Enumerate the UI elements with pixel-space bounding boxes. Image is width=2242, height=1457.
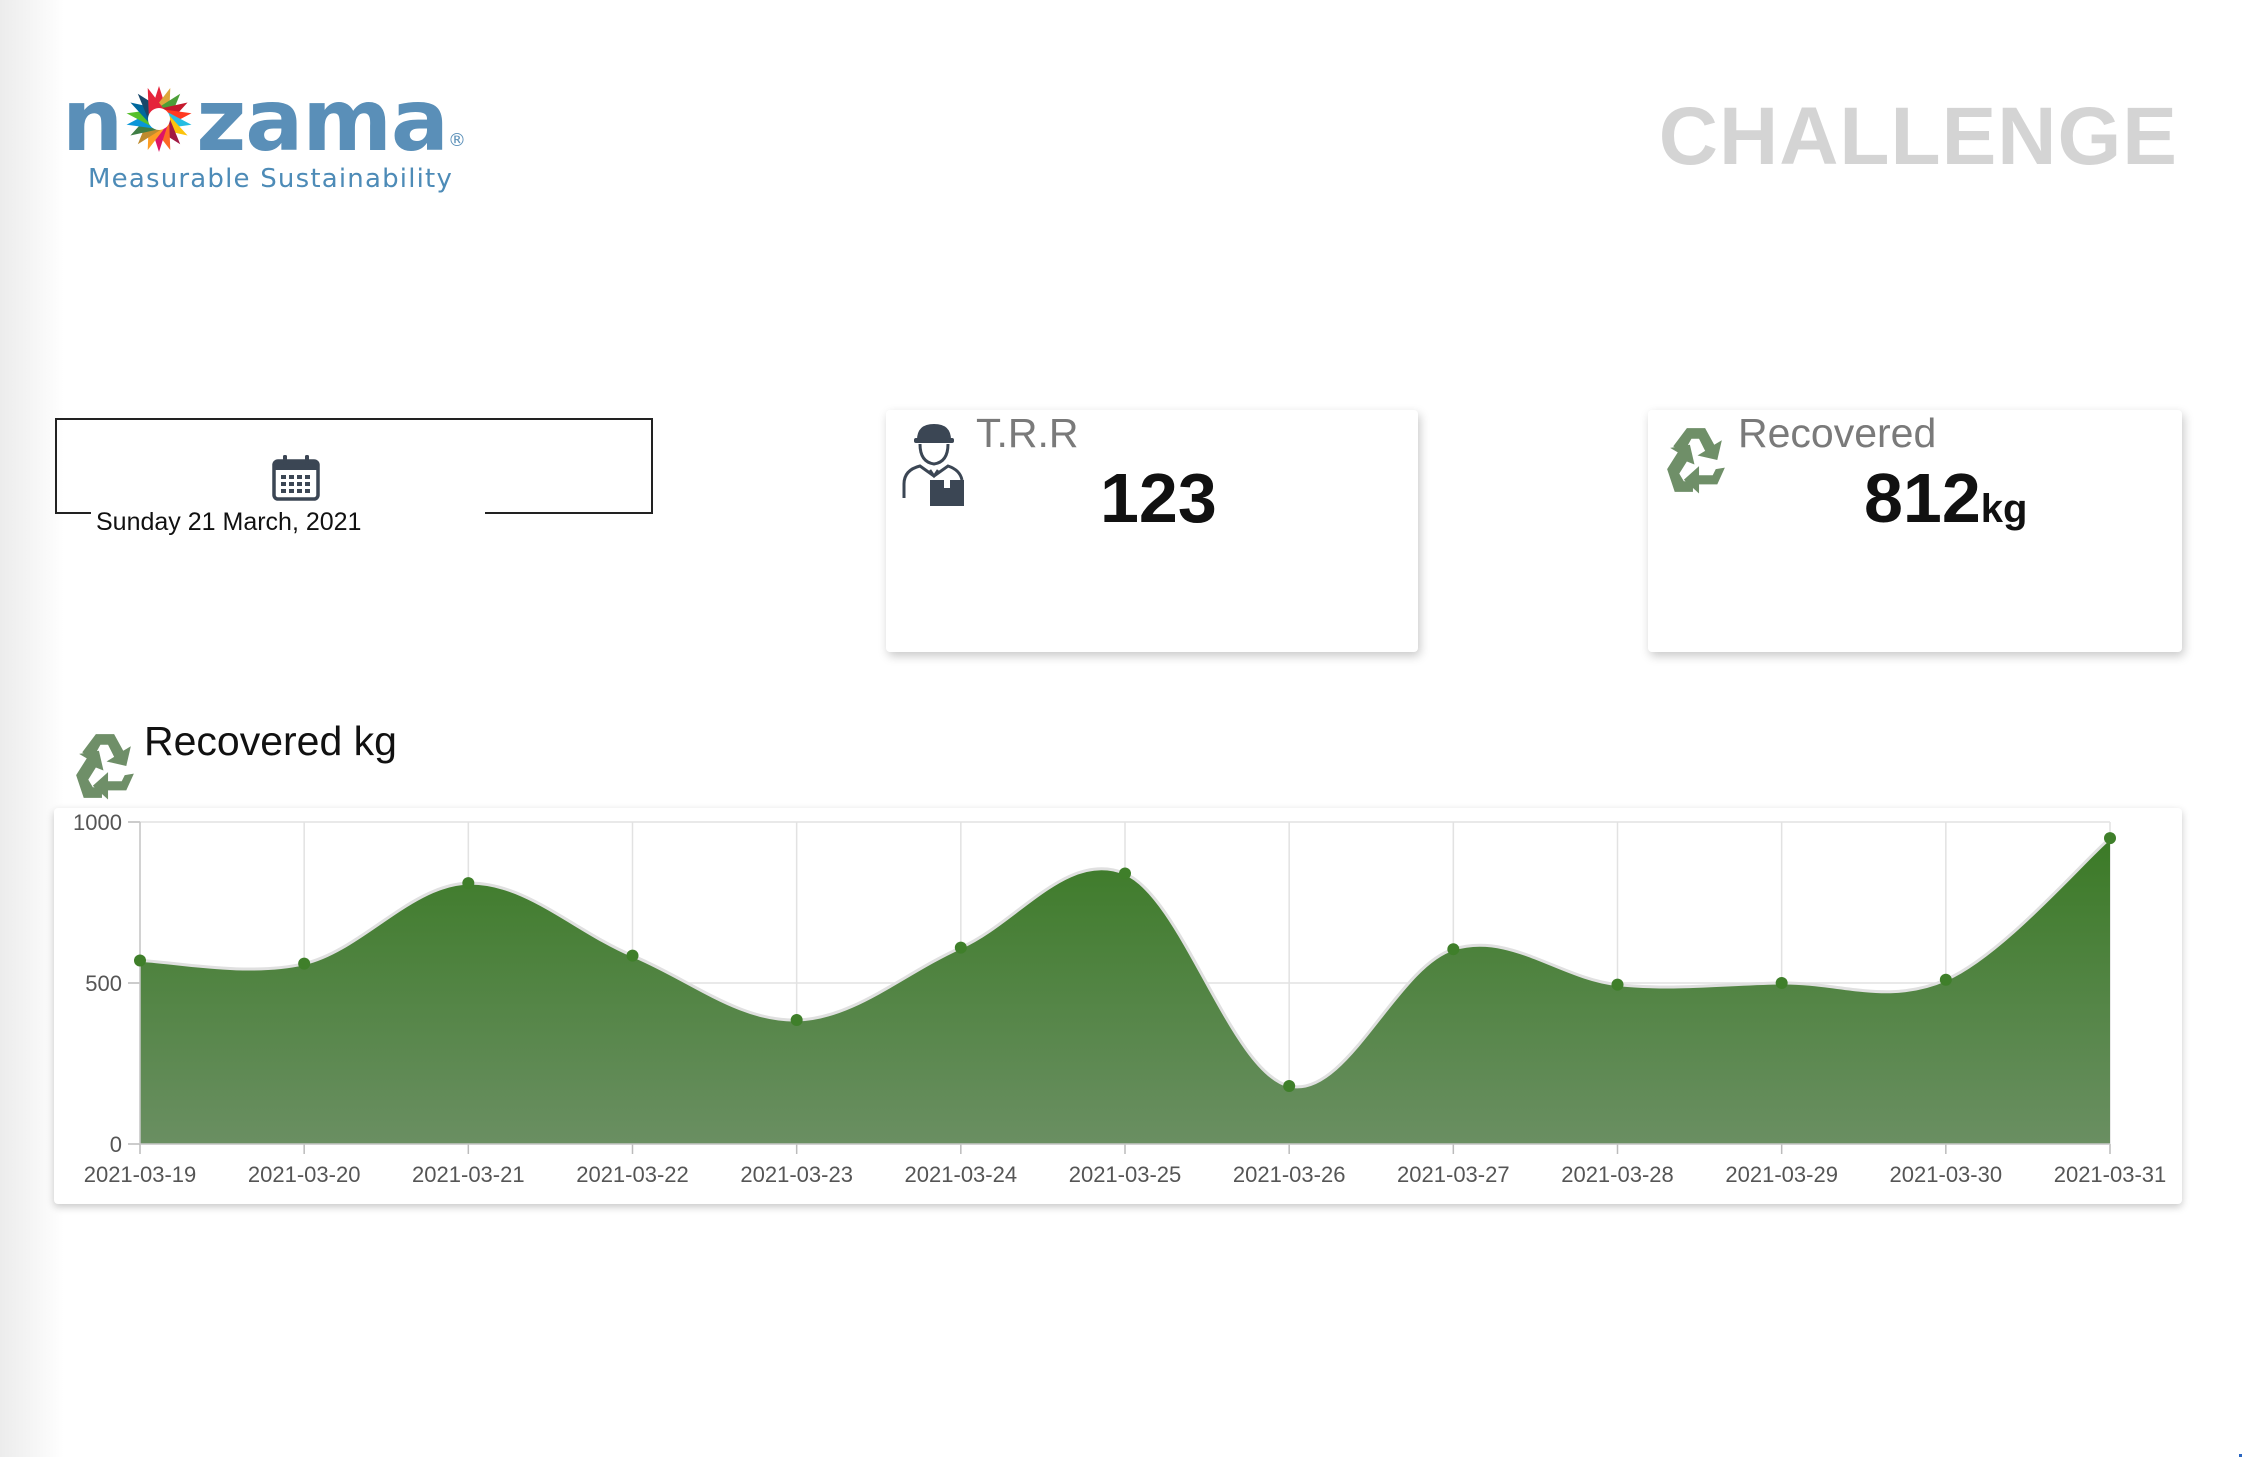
x-tick-label: 2021-03-28 [1561, 1162, 1674, 1187]
x-tick-label: 2021-03-26 [1233, 1162, 1346, 1187]
x-tick-label: 2021-03-23 [740, 1162, 853, 1187]
area-series [140, 838, 2110, 1144]
data-point[interactable] [790, 1014, 803, 1027]
trr-value: 123 [1100, 459, 1217, 537]
recovered-value-wrap: 812kg [1864, 458, 2027, 538]
data-point[interactable] [1775, 977, 1788, 989]
data-point[interactable] [1119, 867, 1131, 880]
logo-tagline: Measurable Sustainability [88, 164, 454, 194]
chart-axes [128, 821, 2111, 1154]
data-point[interactable] [298, 957, 311, 970]
data-point[interactable] [1447, 943, 1460, 956]
x-tick-label: 2021-03-22 [576, 1162, 689, 1187]
corner-marker [2239, 1454, 2242, 1457]
page-title: CHALLENGE [1658, 91, 2178, 182]
x-tick-label: 2021-03-25 [1069, 1162, 1182, 1187]
trr-card: T.R.R 123 [886, 410, 1418, 652]
registered-mark: ® [447, 130, 466, 151]
data-point[interactable] [954, 941, 967, 954]
delivery-worker-icon [902, 424, 964, 506]
recovered-card: Recovered 812kg [1648, 410, 2182, 652]
data-point[interactable] [1611, 978, 1624, 991]
y-tick-label: 0 [110, 1132, 122, 1157]
calendar-icon[interactable] [271, 454, 321, 502]
chart-title: Recovered kg [144, 718, 397, 764]
chart-labels: 0 500 1000 2021-03-19 2021-03-20 2021-03-21 20… [73, 810, 2166, 1187]
x-tick-label: 2021-03-27 [1397, 1162, 1510, 1187]
recovered-kg-chart: 0 500 1000 2021-03-19 2021-03-20 2021-03-21 20… [54, 808, 2182, 1204]
recovered-unit: kg [1980, 487, 2028, 531]
selected-date[interactable]: Sunday 21 March, 2021 [96, 508, 362, 536]
x-tick-label: 2021-03-29 [1725, 1162, 1838, 1187]
x-tick-label: 2021-03-31 [2054, 1162, 2167, 1187]
y-tick-label: 1000 [73, 810, 122, 835]
x-tick-label: 2021-03-24 [905, 1162, 1018, 1187]
trr-label: T.R.R [976, 410, 1079, 456]
recycle-icon [76, 734, 134, 800]
date-picker[interactable] [55, 418, 653, 514]
logo-letters-zama: zama [196, 71, 449, 171]
x-tick-label: 2021-03-30 [1890, 1162, 2003, 1187]
y-tick-label: 500 [85, 971, 122, 996]
area-chart: 0 500 1000 2021-03-19 2021-03-20 2021-03-21 20… [73, 810, 2166, 1187]
sdg-wheel-icon [126, 86, 192, 152]
data-point[interactable] [134, 954, 146, 967]
logo-letter-n: n [62, 71, 123, 171]
x-tick-label: 2021-03-21 [412, 1162, 525, 1187]
data-point[interactable] [1939, 973, 1952, 986]
x-tick-label: 2021-03-19 [84, 1162, 197, 1187]
logo-wordmark: n zama® [62, 78, 466, 184]
data-point[interactable] [1283, 1080, 1296, 1093]
x-tick-label: 2021-03-20 [248, 1162, 361, 1187]
nozama-logo[interactable]: n zama® [62, 78, 502, 198]
recovered-label: Recovered [1738, 410, 1937, 456]
recovered-value: 812 [1864, 459, 1981, 537]
data-point[interactable] [462, 877, 475, 890]
data-point[interactable] [2104, 832, 2116, 845]
recycle-icon [1667, 428, 1725, 494]
data-point[interactable] [626, 949, 639, 962]
page-left-shadow [0, 0, 64, 1457]
chart-points [134, 832, 2116, 1093]
